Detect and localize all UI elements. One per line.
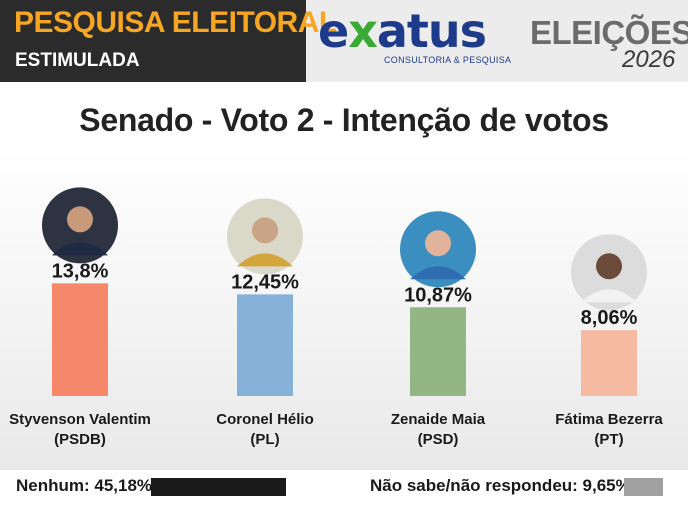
chart-title: Senado - Voto 2 - Intenção de votos <box>79 102 609 138</box>
candidate-party: (PL) <box>250 431 279 448</box>
exatus-logo: exatus CONSULTORIA & PESQUISA <box>318 4 518 72</box>
logo-text-e: e <box>318 4 349 58</box>
logo-text-atus: atus <box>376 4 487 58</box>
logo-text-x: x <box>348 4 378 58</box>
bar-chart: 13,8% Styvenson Valentim (PSDB) 12,45% Coron… <box>9 187 663 448</box>
footer-none-bar <box>151 478 286 496</box>
bar <box>52 283 108 396</box>
footer-unknown-label: Não sabe/não respondeu: 9,65% <box>370 476 631 495</box>
candidate-name: Styvenson Valentim <box>9 411 151 428</box>
survey-tag-title: PESQUISA ELEITORAL <box>14 6 337 39</box>
logo-tagline: CONSULTORIA & PESQUISA <box>384 55 512 65</box>
bar <box>410 307 466 396</box>
candidate-photo-coronel-helio-icon <box>227 198 303 275</box>
survey-tag-subtitle: ESTIMULADA <box>15 50 140 71</box>
candidate-name: Coronel Hélio <box>216 411 314 428</box>
bar-value-label: 12,45% <box>231 271 299 293</box>
candidate-party: (PSD) <box>418 431 459 448</box>
header: PESQUISA ELEITORAL ESTIMULADA exatus CON… <box>0 0 688 82</box>
bar-value-label: 13,8% <box>52 260 109 282</box>
candidate-name: Fátima Bezerra <box>555 411 663 428</box>
logo-wordmark: exatus <box>318 4 487 58</box>
candidate-photo-styvenson-icon <box>42 187 118 264</box>
bar-value-label: 10,87% <box>404 284 472 306</box>
candidate-name: Zenaide Maia <box>391 411 486 428</box>
election-year: 2026 <box>622 46 676 73</box>
candidate-party: (PT) <box>594 431 623 448</box>
bar <box>237 294 293 396</box>
footer-none-label: Nenhum: 45,18% <box>16 476 153 495</box>
candidate-photo-fatima-icon <box>571 234 647 311</box>
survey-tag: PESQUISA ELEITORAL ESTIMULADA <box>0 0 337 82</box>
footer-unknown-bar <box>624 478 663 496</box>
election-title: ELEIÇÕES <box>530 14 688 51</box>
bar <box>581 330 637 396</box>
candidate-photo-zenaide-icon <box>400 211 476 288</box>
chart-area: 13,8% Styvenson Valentim (PSDB) 12,45% Coron… <box>0 150 688 470</box>
candidate-party: (PSDB) <box>54 431 106 448</box>
bar-value-label: 8,06% <box>581 307 638 329</box>
